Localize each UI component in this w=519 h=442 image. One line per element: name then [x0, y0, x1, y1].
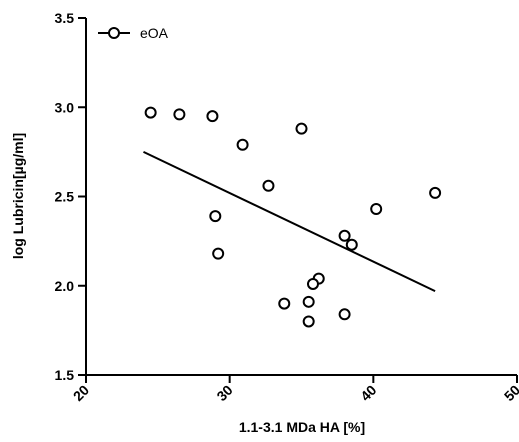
data-point [236, 138, 249, 151]
data-point [212, 247, 225, 260]
data-point [306, 277, 319, 290]
data-point [206, 110, 219, 123]
data-point [209, 210, 222, 223]
data-point [262, 179, 275, 192]
data-point [338, 308, 351, 321]
data-point [370, 202, 383, 215]
y-tick-label: 3.0 [55, 99, 75, 115]
data-point [302, 315, 315, 328]
regression-line [143, 150, 436, 293]
legend-label: eOA [140, 25, 169, 41]
data-point [345, 238, 358, 251]
legend-marker [108, 27, 120, 39]
data-point [302, 295, 315, 308]
x-tick-label: 40 [357, 382, 379, 404]
data-point [278, 297, 291, 310]
x-axis-title: 1.1-3.1 MDa HA [%] [239, 419, 365, 435]
data-point [144, 106, 157, 119]
y-axis-title-group: log Lubricin[µg/ml] [10, 133, 26, 259]
data-point [295, 122, 308, 135]
y-axis-title: log Lubricin[µg/ml] [10, 133, 26, 259]
y-tick-label: 2.5 [55, 189, 75, 205]
x-tick-label: 50 [501, 382, 519, 404]
y-tick-label: 3.5 [55, 10, 75, 26]
y-tick-label: 1.5 [55, 367, 75, 383]
y-axis-ticks: 1.5 2.0 2.5 3.0 3.5 [55, 10, 86, 383]
data-point [338, 229, 351, 242]
regression-line-group [143, 150, 436, 293]
x-tick-label: 20 [70, 382, 92, 404]
data-points [144, 106, 442, 328]
x-axis-ticks: 20 30 40 50 [70, 375, 519, 404]
legend: eOA [98, 25, 169, 41]
data-point [429, 186, 442, 199]
x-tick-label: 30 [213, 382, 235, 404]
data-point [173, 108, 186, 121]
y-tick-label: 2.0 [55, 278, 75, 294]
